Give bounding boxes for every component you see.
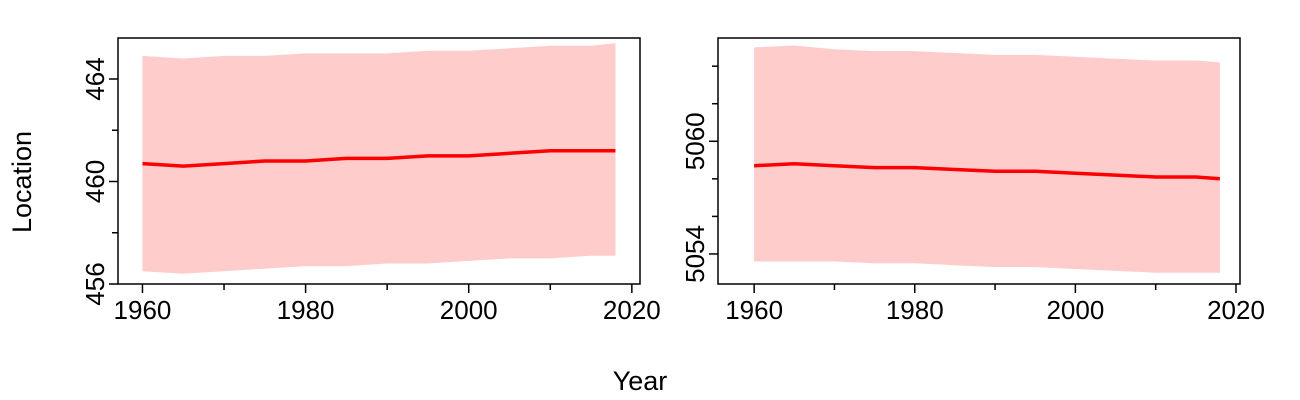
x-tick-label: 1980 (886, 295, 944, 325)
y-tick-label: 5054 (680, 225, 710, 283)
plot-frame (717, 37, 1241, 285)
plot-frame (117, 37, 641, 285)
x-tick-label: 2020 (1207, 295, 1265, 325)
left-panel: 1960 1980 2000 2020 456 460 464 (80, 37, 661, 325)
y-tick-label: 460 (80, 160, 110, 203)
x-tick-label: 2000 (1046, 295, 1104, 325)
x-axis-title: Year (613, 366, 668, 396)
location-line (142, 149, 616, 168)
y-axis-title: Location (7, 131, 37, 233)
location-line (754, 162, 1221, 181)
x-tick-label: 1960 (114, 295, 172, 325)
x-tick-label: 2020 (603, 295, 661, 325)
right-panel: 1960 1980 2000 2020 5054 5060 (680, 37, 1265, 325)
confidence-band (754, 45, 1220, 273)
y-tick-label: 464 (80, 57, 110, 100)
y-tick-label: 456 (80, 262, 110, 305)
x-tick-label: 1980 (277, 295, 335, 325)
x-tick-label: 2000 (440, 295, 498, 325)
y-tick-label: 5060 (680, 112, 710, 170)
x-tick-label: 1960 (725, 295, 783, 325)
